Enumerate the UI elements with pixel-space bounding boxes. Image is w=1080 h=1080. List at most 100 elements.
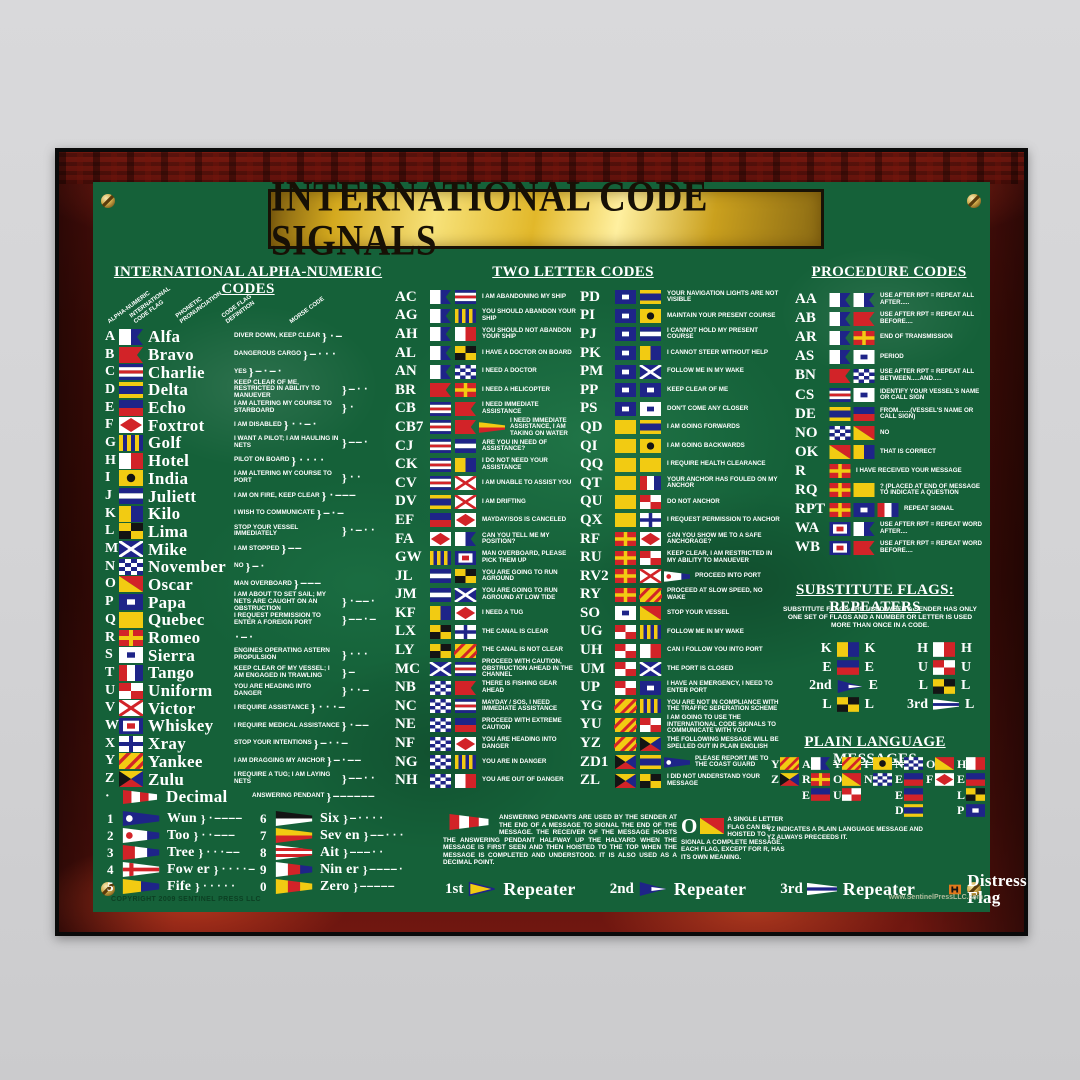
two-letter-row: RV2 PROCEED INTO PORT bbox=[580, 567, 780, 586]
flag-H-icon bbox=[455, 327, 476, 342]
signal-meaning: THE CANAL IS CLEAR bbox=[482, 627, 549, 635]
signal-code: ZD1 bbox=[580, 753, 609, 770]
plain-letter: N bbox=[864, 772, 873, 787]
morse-code: ····— bbox=[220, 863, 256, 875]
plain-language-cell: F bbox=[926, 772, 958, 788]
flag-distress-icon bbox=[949, 884, 962, 894]
flag-meaning: NO bbox=[234, 562, 244, 570]
brace: } bbox=[342, 683, 347, 698]
signal-meaning: MAN OVERBOARD, PLEASE PICK THEM UP bbox=[482, 550, 567, 564]
flag-M-icon bbox=[639, 662, 662, 677]
flag-D-icon bbox=[430, 494, 451, 509]
phonetic-name: Tango bbox=[148, 663, 195, 683]
flag-U-icon bbox=[615, 680, 636, 695]
flag-U-icon bbox=[933, 660, 955, 676]
flag-D-icon bbox=[829, 407, 851, 422]
brace: } bbox=[342, 612, 347, 627]
flag-A-icon bbox=[811, 757, 830, 771]
two-letter-row: NF YOU ARE HEADING INTO DANGER bbox=[395, 734, 579, 753]
brace: } bbox=[195, 879, 200, 894]
number-codes: 1 Wun} ·———— 2 Too} ··——— 3 Tree} ···—— 4 Fow er} ·… bbox=[107, 810, 413, 895]
two-letter-row: QX I REQUEST PERMISSION TO ANCHOR bbox=[580, 511, 780, 530]
signal-meaning: YOUR NAVIGATION LIGHTS ARE NOT VISIBLE bbox=[667, 289, 779, 304]
flag-6-icon bbox=[275, 811, 313, 826]
signal-code: CS bbox=[795, 386, 815, 403]
flag-R-icon bbox=[829, 483, 851, 498]
signal-code: CV bbox=[395, 474, 417, 491]
signal-meaning: CAN YOU SHOW ME TO A SAFE ANCHORAGE? bbox=[667, 531, 762, 546]
flag-P-icon bbox=[615, 327, 636, 342]
morse-code: ··· bbox=[348, 649, 370, 661]
flag-F-icon bbox=[430, 532, 451, 547]
flag-C-icon bbox=[430, 420, 451, 435]
phonetic-name: Kilo bbox=[148, 504, 181, 524]
flag-A-icon bbox=[430, 346, 451, 361]
signal-meaning: I AM UNABLE TO ASSIST YOU bbox=[482, 478, 572, 486]
flag-R-icon bbox=[455, 383, 476, 398]
alpha-row: Q Quebec I REQUEST PERMISSION TO ENTER A F… bbox=[105, 611, 397, 629]
signal-meaning: KEEP CLEAR OF ME bbox=[667, 386, 729, 394]
substitute-label: L bbox=[918, 678, 928, 694]
column-label: PHONETIC PRONUNCIATION bbox=[174, 290, 224, 326]
flag-X-icon bbox=[455, 624, 476, 639]
two-letter-row: FA CAN YOU TELL ME MY POSITION? bbox=[395, 530, 579, 549]
code-number: 8 bbox=[260, 845, 267, 860]
signal-code: NF bbox=[395, 735, 415, 752]
flag-2-icon bbox=[122, 828, 160, 843]
plain-letter: U bbox=[833, 787, 842, 802]
procedure-row: DE FROM.......(VESSEL'S NAME OR CALL SIGN… bbox=[795, 405, 989, 424]
flag-K-icon bbox=[836, 641, 859, 657]
two-letter-row: PJ I CANNOT HOLD MY PRESENT COURSE bbox=[580, 325, 780, 344]
code-letter: F bbox=[105, 417, 114, 433]
repeater-word: Repeater bbox=[842, 879, 916, 899]
flag-O-icon bbox=[853, 426, 875, 441]
code-letter: C bbox=[105, 364, 116, 380]
flag-A-icon bbox=[829, 311, 851, 326]
phonetic-name: November bbox=[148, 557, 226, 577]
two-letter-row: CK I DO NOT NEED YOUR ASSISTANCE bbox=[395, 455, 579, 474]
flag-L-icon bbox=[455, 569, 476, 584]
flag-N-icon bbox=[455, 364, 476, 379]
flag-7-icon bbox=[275, 828, 313, 843]
flag-H-icon bbox=[966, 757, 985, 771]
flag-X-icon bbox=[640, 513, 661, 528]
signal-code: MC bbox=[395, 660, 420, 677]
code-letter: N bbox=[105, 558, 116, 574]
procedure-row: AR END OF TRANSMISSION bbox=[795, 328, 989, 347]
procedure-row: RPT REPEAT SIGNAL bbox=[795, 500, 989, 519]
flag-E-icon bbox=[836, 660, 859, 676]
two-letter-row: KF I NEED A TUG bbox=[395, 604, 579, 623]
number-row: 2 Too} ··——— bbox=[107, 827, 260, 844]
plain-language-cell: Y bbox=[833, 756, 865, 772]
flag-A-icon bbox=[430, 308, 451, 323]
flag-N-icon bbox=[829, 426, 851, 441]
flag-A-icon bbox=[430, 327, 451, 342]
signal-code: AB bbox=[795, 310, 816, 327]
number-name: Wun bbox=[167, 810, 197, 826]
signal-code: YU bbox=[580, 716, 602, 733]
code-number: 7 bbox=[260, 828, 267, 843]
phonetic-name: Sierra bbox=[148, 645, 196, 665]
procedure-row: WA USE AFTER RPT = REPEAT WORD AFTER.... bbox=[795, 519, 989, 538]
two-letter-row: CJ ARE YOU IN NEED OF ASSISTANCE? bbox=[395, 437, 579, 456]
number-row: 0 Zero} ————— bbox=[260, 878, 413, 895]
morse-code: ····· bbox=[201, 880, 237, 892]
substitute-result: U bbox=[961, 659, 972, 675]
repeater-legend: 1st Repeater 2nd Repeater 3rd Repeater Distres… bbox=[445, 872, 1027, 906]
flag-D-icon bbox=[640, 755, 661, 770]
alpha-row: X Xray STOP YOUR INTENTIONS} —··— bbox=[105, 735, 397, 753]
two-letter-row: NH YOU ARE OUT OF DANGER bbox=[395, 771, 579, 790]
plain-language-cell: E bbox=[895, 772, 927, 788]
signal-code: AR bbox=[795, 329, 817, 346]
two-letter-row: PM FOLLOW ME IN MY WAKE bbox=[580, 362, 780, 381]
flag-P-icon bbox=[615, 383, 636, 398]
substitute-result: L bbox=[961, 678, 971, 694]
brace: } bbox=[341, 718, 347, 733]
brace: } bbox=[213, 862, 219, 877]
phonetic-name: Bravo bbox=[148, 345, 194, 365]
flag-C-icon bbox=[455, 290, 476, 305]
signal-code: RPT bbox=[795, 501, 825, 518]
